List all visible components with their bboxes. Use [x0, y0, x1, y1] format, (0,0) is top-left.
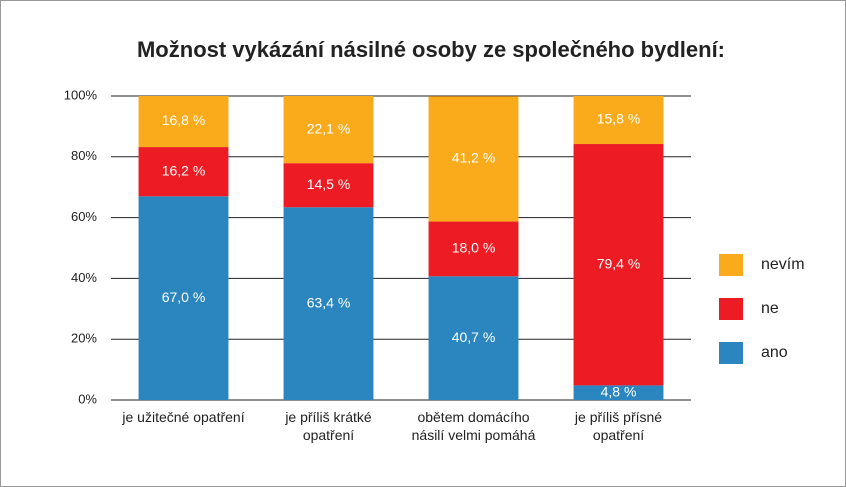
bar-segment	[573, 144, 664, 386]
value-label: 16,8 %	[162, 112, 206, 128]
legend-swatch	[719, 342, 743, 364]
y-tick-label: 80%	[71, 148, 97, 163]
bar-segment	[428, 96, 519, 222]
bar-segment	[428, 276, 519, 400]
value-label: 41,2 %	[452, 150, 496, 166]
bar-segment	[573, 385, 664, 400]
bar-segment	[283, 207, 374, 400]
bar-segment	[138, 147, 229, 197]
legend-label: ne	[761, 300, 779, 317]
value-label: 22,1 %	[307, 120, 351, 136]
value-label: 16,2 %	[162, 162, 206, 178]
bar-segment	[428, 221, 519, 277]
value-label: 63,4 %	[307, 294, 351, 310]
value-label: 67,0 %	[162, 289, 206, 305]
x-tick-label: obětem domácího násilí velmi pomáhá	[411, 409, 536, 443]
value-label: 14,5 %	[307, 176, 351, 192]
bar-segment	[573, 96, 664, 145]
value-label: 15,8 %	[597, 111, 641, 127]
legend-swatch	[719, 298, 743, 320]
y-tick-label: 40%	[71, 270, 97, 285]
legend-swatch	[719, 254, 743, 276]
value-label: 18,0 %	[452, 240, 496, 256]
x-tick-label: je užitečné opatření	[122, 409, 245, 425]
y-tick-label: 0%	[78, 391, 97, 406]
value-label: 79,4 %	[597, 255, 641, 271]
value-label: 40,7 %	[452, 329, 496, 345]
legend-label: nevím	[761, 256, 805, 273]
legend-label: ano	[761, 344, 788, 361]
x-tick-label: je příliš přísné opatření	[574, 409, 663, 443]
chart-title: Možnost vykázání násilné osoby ze společ…	[137, 37, 725, 62]
y-tick-label: 60%	[71, 209, 97, 224]
bar-segment	[283, 96, 374, 164]
value-label: 4,8 %	[601, 383, 637, 399]
bar-segment	[283, 163, 374, 208]
bar-segment	[138, 196, 229, 400]
bar-segment	[138, 96, 229, 148]
y-tick-label: 100%	[64, 87, 98, 102]
y-tick-label: 20%	[71, 331, 97, 346]
x-tick-label: je příliš krátké opatření	[285, 409, 372, 443]
